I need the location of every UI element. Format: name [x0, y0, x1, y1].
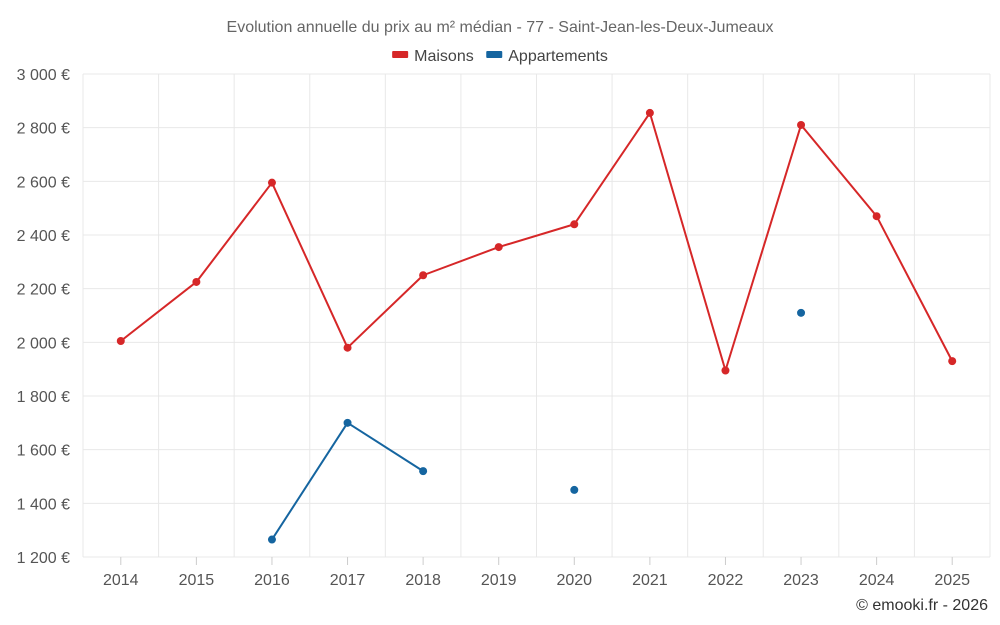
y-tick-label: 1 200 €	[17, 550, 70, 567]
data-point[interactable]	[570, 485, 579, 494]
data-point[interactable]	[267, 535, 276, 544]
series-line-segment	[648, 111, 727, 372]
legend-swatch	[486, 51, 503, 58]
series-line-segment	[119, 280, 198, 342]
data-point[interactable]	[872, 212, 881, 221]
series-line-segment	[573, 111, 651, 226]
data-point[interactable]	[116, 336, 125, 345]
series	[116, 108, 957, 544]
axes: 1 200 € 1 400 € 1 600 € 1 800 € 2 000 € 2 200…	[17, 67, 970, 589]
legend-label: Appartements	[508, 48, 608, 65]
grid	[82, 73, 991, 558]
x-tick-label: 2014	[103, 572, 139, 589]
x-tick-label: 2019	[481, 572, 517, 589]
x-tick-label: 2016	[254, 572, 290, 589]
legend-swatch	[392, 51, 409, 58]
data-point[interactable]	[721, 366, 730, 375]
series-line-segment	[270, 181, 349, 349]
x-tick-label: 2017	[330, 572, 366, 589]
series-line-segment	[270, 421, 349, 541]
series-line-segment	[346, 421, 425, 473]
data-point[interactable]	[948, 357, 957, 366]
y-tick-label: 2 000 €	[17, 335, 70, 352]
data-point[interactable]	[267, 178, 276, 187]
y-tick-label: 2 200 €	[17, 282, 70, 299]
series-line-segment	[346, 274, 425, 349]
x-tick-label: 2025	[934, 572, 970, 589]
series-line-segment	[195, 181, 273, 283]
series-line-segment	[800, 123, 878, 218]
y-tick-label: 2 400 €	[17, 228, 70, 245]
x-tick-label: 2018	[405, 572, 441, 589]
y-tick-label: 1 400 €	[17, 496, 70, 513]
legend-item-maisons[interactable]: Maisons	[392, 48, 474, 65]
y-tick-label: 1 800 €	[17, 389, 70, 406]
x-tick-label: 2024	[859, 572, 895, 589]
chart-title: Evolution annuelle du prix au m² médian …	[227, 19, 774, 36]
data-point[interactable]	[343, 418, 352, 427]
data-point[interactable]	[419, 271, 428, 280]
series-line-segment	[724, 123, 803, 372]
y-tick-label: 2 800 €	[17, 121, 70, 138]
data-point[interactable]	[797, 308, 806, 317]
y-tick-label: 2 600 €	[17, 174, 70, 191]
legend-item-appartements[interactable]: Appartements	[486, 48, 608, 65]
credit-text: © emooki.fr - 2026	[856, 597, 988, 614]
x-tick-label: 2020	[556, 572, 592, 589]
series-appartements	[267, 308, 806, 544]
data-point[interactable]	[570, 220, 579, 229]
series-line-segment	[497, 223, 576, 249]
y-tick-label: 1 600 €	[17, 443, 70, 460]
series-line-segment	[875, 215, 954, 363]
x-tick-label: 2015	[179, 572, 215, 589]
legend: Maisons Appartements	[392, 48, 608, 65]
legend-label: Maisons	[414, 48, 474, 65]
data-point[interactable]	[494, 243, 503, 252]
x-tick-label: 2022	[708, 572, 744, 589]
y-tick-label: 3 000 €	[17, 67, 70, 84]
data-point[interactable]	[192, 277, 201, 286]
data-point[interactable]	[419, 467, 428, 476]
data-point[interactable]	[343, 343, 352, 352]
data-point[interactable]	[797, 120, 806, 129]
series-line-segment	[422, 246, 500, 277]
series-maisons	[116, 108, 957, 375]
data-point[interactable]	[645, 108, 654, 117]
x-tick-label: 2021	[632, 572, 668, 589]
x-tick-label: 2023	[783, 572, 819, 589]
